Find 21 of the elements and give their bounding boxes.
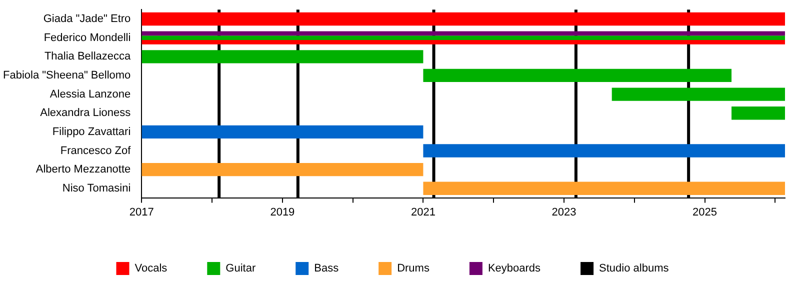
legend-label: Guitar bbox=[226, 262, 256, 275]
y-tick-label: Giada "Jade" Etro bbox=[43, 13, 131, 26]
y-tick-label: Thalia Bellazecca bbox=[44, 50, 132, 63]
legend-label: Studio albums bbox=[599, 262, 670, 275]
x-tick-label: 2021 bbox=[410, 206, 436, 218]
x-tick-label: 2025 bbox=[692, 206, 717, 218]
x-tick-label: 2017 bbox=[129, 206, 154, 218]
x-tick-label: 2023 bbox=[552, 206, 576, 218]
y-tick-label: Fabiola "Sheena" Bellomo bbox=[2, 70, 131, 82]
y-tick-label: Filippo Zavattari bbox=[52, 126, 131, 138]
y-tick-label: Alexandra Lioness bbox=[40, 107, 132, 120]
y-tick-label: Francesco Zof bbox=[60, 144, 132, 157]
legend-label: Bass bbox=[314, 262, 340, 275]
x-tick-label: 2019 bbox=[270, 206, 295, 218]
legend-label: Vocals bbox=[134, 262, 168, 275]
legend-label: Keyboards bbox=[488, 262, 542, 275]
y-tick-label: Alessia Lanzone bbox=[50, 88, 131, 100]
y-tick-label: Federico Mondelli bbox=[44, 32, 131, 44]
legend-label: Drums bbox=[397, 262, 430, 275]
y-tick-label: Niso Tomasini bbox=[62, 182, 131, 194]
y-tick-label: Alberto Mezzanotte bbox=[36, 164, 131, 176]
